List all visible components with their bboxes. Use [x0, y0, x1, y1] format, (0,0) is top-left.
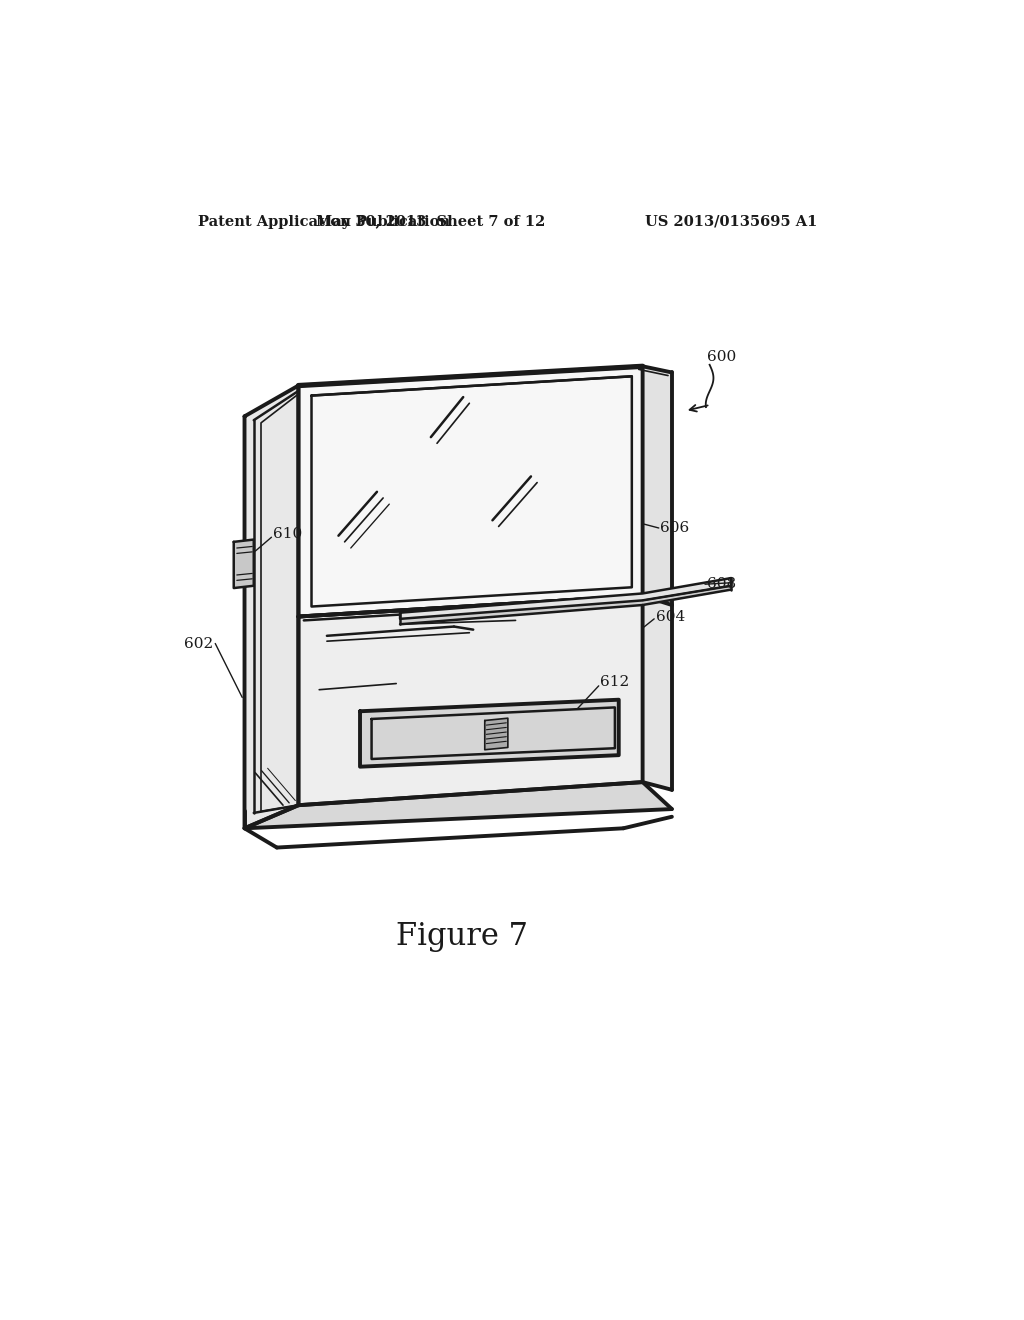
Text: US 2013/0135695 A1: US 2013/0135695 A1: [645, 215, 817, 228]
Text: 600: 600: [707, 350, 736, 364]
Text: Patent Application Publication: Patent Application Publication: [199, 215, 451, 228]
Text: 604: 604: [655, 610, 685, 623]
Text: May 30, 2013  Sheet 7 of 12: May 30, 2013 Sheet 7 of 12: [316, 215, 546, 228]
Text: 606: 606: [660, 521, 689, 535]
Polygon shape: [298, 367, 643, 616]
Polygon shape: [245, 385, 298, 829]
Polygon shape: [643, 367, 672, 605]
Text: 602: 602: [184, 636, 214, 651]
Text: 612: 612: [600, 675, 630, 689]
Polygon shape: [400, 578, 731, 619]
Text: 610: 610: [273, 527, 302, 541]
Polygon shape: [233, 540, 254, 589]
Polygon shape: [643, 595, 672, 789]
Text: Figure 7: Figure 7: [395, 920, 527, 952]
Polygon shape: [400, 586, 731, 624]
Polygon shape: [245, 781, 672, 829]
Polygon shape: [484, 718, 508, 750]
Polygon shape: [298, 595, 643, 805]
Text: 608: 608: [707, 577, 735, 591]
Polygon shape: [360, 700, 618, 767]
